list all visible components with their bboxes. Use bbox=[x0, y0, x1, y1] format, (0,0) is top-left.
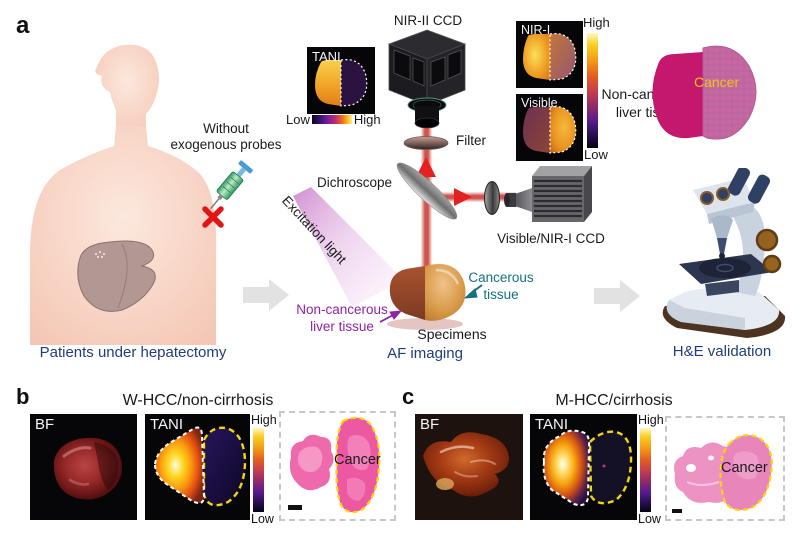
microscope-icon bbox=[662, 168, 786, 338]
nir2-camera-label: NIR-II CCD bbox=[393, 13, 463, 28]
noncancerous-pointer-arrow-icon bbox=[379, 310, 403, 323]
red-x-icon bbox=[202, 206, 224, 228]
panel-c-bf-label: BF bbox=[420, 416, 440, 433]
eyepieces-icon bbox=[727, 168, 770, 204]
panel-a-label: a bbox=[16, 12, 30, 39]
cancerous-pointer-arrow-icon bbox=[463, 284, 483, 299]
patient-body-illustration bbox=[30, 44, 217, 345]
collection-lens-icon bbox=[484, 181, 500, 215]
panel-c-bf-liver bbox=[423, 432, 509, 497]
panel-c-scalebar bbox=[672, 509, 682, 513]
tani-colorbar bbox=[311, 115, 352, 124]
probe-note: Without exogenous probes bbox=[167, 121, 285, 154]
panel-b-bf-image: BF bbox=[30, 414, 137, 520]
panel-a-scale-high: High bbox=[583, 15, 610, 30]
panel-c-he-tissue bbox=[674, 433, 773, 512]
probe-note-line2: exogenous probes bbox=[170, 137, 282, 153]
noncancerous-line1: Non-cancerous bbox=[296, 302, 388, 317]
panel-b-he-tissue bbox=[289, 416, 381, 514]
panel-c-tani-map bbox=[542, 429, 633, 507]
cancerous-line1: Cancerous bbox=[468, 270, 534, 285]
specimen-liver-icon bbox=[387, 264, 466, 330]
filter-label: Filter bbox=[456, 133, 486, 148]
vis-camera-label: Visible/NIR-I CCD bbox=[497, 231, 605, 246]
he-validation-caption: H&E validation bbox=[672, 343, 772, 360]
panel-a-colorbar bbox=[587, 33, 598, 148]
tani-low-label: Low bbox=[286, 112, 310, 127]
horizontal-beam bbox=[430, 192, 515, 202]
panel-c-tani-label: TANI bbox=[535, 416, 569, 433]
noncancerous-line2: liver tissue bbox=[310, 318, 374, 334]
panel-b-tani-image: TANI bbox=[145, 414, 250, 520]
visible-inset-label: Visible bbox=[521, 96, 558, 110]
af-imaging-caption: AF imaging bbox=[387, 345, 463, 362]
syringe-icon bbox=[202, 160, 253, 228]
panel-b-bf-label: BF bbox=[35, 416, 55, 433]
panel-c-colorbar bbox=[640, 428, 651, 512]
tani-high-label: High bbox=[353, 112, 381, 127]
panel-b-cancer-label: Cancer bbox=[334, 452, 381, 468]
panel-b-colorbar bbox=[253, 428, 264, 512]
panel-b-label: b bbox=[16, 384, 30, 409]
nir2-ccd-camera-icon bbox=[387, 29, 467, 129]
tani-inset-liver bbox=[315, 58, 368, 107]
flow-arrow-icon bbox=[594, 280, 640, 312]
vertical-beam bbox=[421, 128, 432, 280]
panel-b-scale-low: Low bbox=[251, 512, 274, 526]
panel-b-he-image: Cancer bbox=[279, 411, 396, 521]
visible-inset-liver bbox=[523, 105, 577, 154]
vis-nir1-ccd-camera-icon bbox=[504, 166, 592, 222]
panel-c-label: c bbox=[402, 384, 415, 409]
panel-c-scale-low: Low bbox=[638, 512, 661, 526]
panel-c-tani-image: TANI bbox=[530, 414, 637, 520]
beam-arrow-up-icon bbox=[416, 157, 436, 177]
cancerous-tissue-note: Cancerous tissue bbox=[465, 270, 537, 304]
noncancerous-tissue-note: Non-cancerous liver tissue bbox=[293, 302, 391, 336]
beam-arrow-right-icon bbox=[454, 188, 472, 206]
panel-c-cancer-label: Cancer bbox=[721, 460, 768, 476]
panel-b-tani-map bbox=[153, 426, 247, 507]
panel-c-bf-image: BF bbox=[415, 414, 523, 520]
tissue-cancer-label: Cancer bbox=[694, 74, 740, 90]
panel-c-title: M-HCC/cirrhosis bbox=[555, 392, 673, 409]
nir1-inset-label: NIR-I bbox=[521, 23, 551, 37]
liver-in-body-icon bbox=[77, 240, 156, 312]
panel-a-scale-low: Low bbox=[584, 147, 608, 162]
panel-c-he-image: Cancer bbox=[665, 416, 785, 521]
patients-caption: Patients under hepatectomy bbox=[39, 344, 227, 361]
specimens-label: Specimens bbox=[417, 326, 487, 342]
nir1-inset-liver bbox=[523, 32, 577, 81]
dichroscope-label: Dichroscope bbox=[317, 175, 393, 190]
dichroscope-mirror-icon bbox=[396, 162, 458, 220]
panel-b-scalebar bbox=[288, 505, 302, 510]
panel-b-bf-liver bbox=[53, 437, 122, 500]
cancerous-line2: tissue bbox=[483, 286, 519, 302]
tani-colorbar-row: Low High bbox=[286, 112, 381, 127]
panel-b-title: W-HCC/non-cirrhosis bbox=[122, 392, 274, 409]
filter-lens-icon bbox=[403, 136, 449, 150]
excitation-beam bbox=[293, 187, 404, 307]
visible-inset-image: Visible bbox=[516, 94, 583, 161]
probe-note-line1: Without bbox=[203, 121, 249, 136]
panel-c-scale-high: High bbox=[638, 413, 664, 427]
tani-inset-label: TANI bbox=[312, 49, 341, 64]
tani-inset-image: TANI bbox=[307, 47, 375, 114]
panel-b-tani-label: TANI bbox=[150, 416, 184, 433]
panel-b-scale-high: High bbox=[251, 413, 277, 427]
flow-arrow-icon bbox=[243, 279, 289, 311]
nir1-inset-image: NIR-I bbox=[516, 21, 583, 88]
resected-tissue-illustration bbox=[652, 45, 757, 140]
